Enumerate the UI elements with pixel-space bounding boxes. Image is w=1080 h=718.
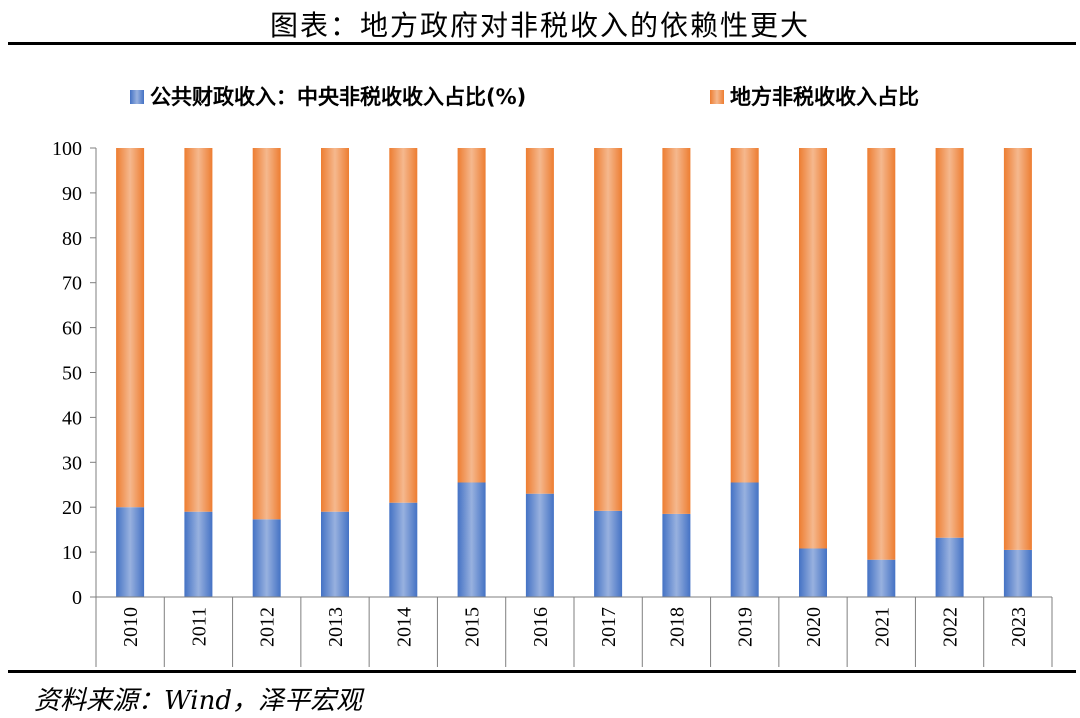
bar-2023-series-1 [1003,549,1032,597]
bar-2022-series-2 [935,148,964,538]
bar-2018-series-2 [662,148,691,514]
x-tick-label: 2010 [120,607,142,647]
legend: 公共财政收入：中央非税收收入占比(%) 地方非税收收入占比 [130,85,919,109]
bar-2018-series-1 [662,513,691,597]
bar-2017-series-2 [594,148,623,511]
x-tick-label: 2013 [325,607,347,647]
bar-2017-series-1 [594,510,623,597]
bar-2010-series-2 [116,148,145,508]
bar-2019-series-1 [730,482,759,597]
bar-2015-series-2 [457,148,486,483]
x-tick-label: 2016 [530,607,552,647]
legend-swatch-series-1 [130,90,144,104]
y-tick-label: 10 [62,542,82,564]
bar-2012-series-1 [252,519,281,597]
bar-2011-series-1 [184,511,213,597]
axes: 0 10 20 30 40 50 60 70 80 90 100 2010 2011 2012 2013 20… [52,138,1053,667]
footer-rule [8,670,1076,673]
x-tick-label: 2011 [188,607,210,646]
x-tick-label: 2022 [940,607,962,647]
bar-2016-series-2 [525,148,554,494]
y-tick-label: 30 [62,452,82,474]
bar-2022-series-1 [935,537,964,597]
bar-2014-series-1 [389,502,418,597]
y-tick-label: 60 [62,318,82,340]
bar-2020-series-2 [799,148,827,549]
y-tick-label: 70 [62,273,82,295]
y-tick-label: 0 [72,587,82,609]
bar-2013-series-2 [321,148,349,512]
bar-2019-series-2 [730,148,759,483]
bars [116,148,1032,597]
bar-2021-series-1 [867,559,896,597]
legend-swatch-series-2 [710,90,724,104]
x-tick-label: 2018 [666,607,688,647]
bar-2021-series-2 [867,148,896,560]
x-tick-label: 2015 [462,607,484,647]
bar-2020-series-1 [799,548,827,597]
x-tick-label: 2020 [803,607,825,647]
x-tick-label: 2021 [871,607,893,647]
figure-title: 图表：地方政府对非税收入的依赖性更大 [269,9,810,42]
y-tick-label: 100 [52,138,82,160]
x-tick-label: 2023 [1008,607,1030,647]
bar-2010-series-1 [116,507,145,597]
y-tick-label: 20 [62,497,82,519]
stacked-bar-chart: 公共财政收入：中央非税收收入占比(%) 地方非税收收入占比 0 10 20 30 40 50… [52,85,1053,667]
legend-label-series-2: 地方非税收收入占比 [730,85,919,109]
bar-2015-series-1 [457,482,486,597]
bar-2014-series-2 [389,148,418,503]
title-rule [8,42,1076,45]
y-tick-label: 50 [62,363,82,385]
x-tick-label: 2014 [393,607,415,647]
legend-label-series-1: 公共财政收入：中央非税收收入占比(%) [150,85,526,109]
x-tick-label: 2012 [257,607,279,647]
y-tick-label: 90 [62,183,82,205]
y-tick-label: 40 [62,407,82,429]
bar-2016-series-1 [525,493,554,597]
bar-2013-series-1 [321,511,349,597]
bar-2012-series-2 [252,148,281,520]
bar-2023-series-2 [1003,148,1032,550]
x-tick-label: 2017 [598,607,620,647]
source-note: 资料来源：Wind，泽平宏观 [34,686,362,716]
x-tick-label: 2019 [735,607,757,647]
bar-2011-series-2 [184,148,213,512]
y-tick-label: 80 [62,228,82,250]
